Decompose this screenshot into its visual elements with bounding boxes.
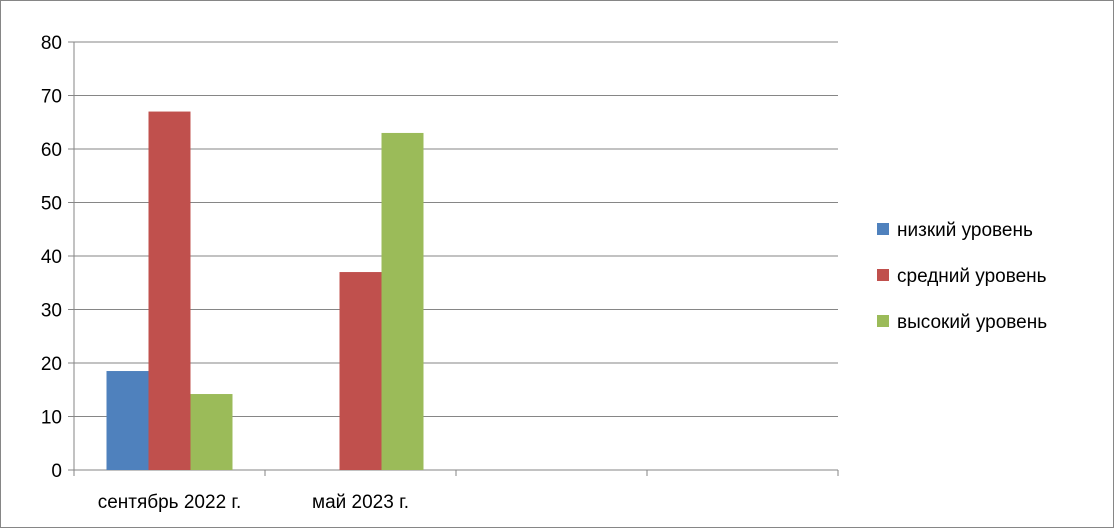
legend-label: высокий уровень — [897, 312, 1047, 333]
y-tick-label: 30 — [41, 301, 62, 322]
legend-label: средний уровень — [897, 266, 1047, 287]
y-tick-label: 20 — [41, 354, 62, 375]
bar-1-series-3 — [190, 394, 233, 470]
y-tick-labels: 0 10 20 30 40 50 60 70 80 — [41, 33, 62, 482]
legend-swatch — [877, 269, 889, 281]
y-tick-label: 10 — [41, 408, 62, 429]
bar-2-series-2 — [339, 272, 382, 470]
bar-2-series-3 — [381, 132, 424, 470]
legend: низкий уровень средний уровень высокий уро… — [877, 220, 1047, 333]
y-tick-label: 70 — [41, 87, 62, 108]
bar-1-series-1 — [106, 371, 149, 470]
x-tick-label: май 2023 г. — [312, 492, 409, 513]
legend-label: низкий уровень — [897, 220, 1033, 241]
legend-swatch — [877, 223, 889, 235]
y-tick-label: 80 — [41, 33, 62, 54]
y-tick-label: 60 — [41, 140, 62, 161]
y-tick-label: 40 — [41, 247, 62, 268]
bars — [106, 111, 424, 471]
y-tick-label: 50 — [41, 194, 62, 215]
x-tick-label: сентябрь 2022 г. — [98, 492, 242, 513]
bar-1-series-2 — [148, 111, 191, 471]
x-tick-labels: сентябрь 2022 г. май 2023 г. — [98, 492, 409, 513]
legend-swatch — [877, 315, 889, 327]
y-tick-label: 0 — [51, 461, 62, 482]
